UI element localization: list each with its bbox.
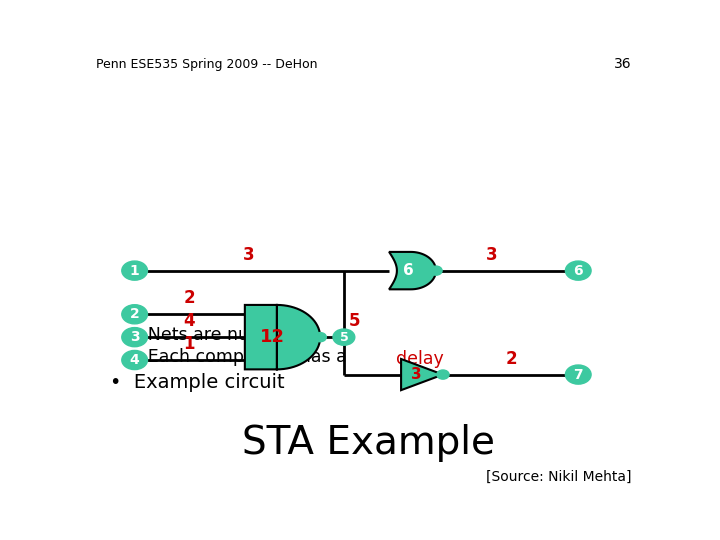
Text: 7: 7 (573, 368, 583, 382)
Text: 4: 4 (184, 312, 195, 330)
Text: •  Example circuit: • Example circuit (109, 373, 284, 393)
Text: 1: 1 (130, 264, 140, 278)
Text: 5: 5 (348, 312, 360, 329)
Circle shape (122, 305, 148, 324)
Circle shape (122, 261, 148, 280)
Text: 2: 2 (130, 307, 140, 321)
Text: 5: 5 (340, 330, 348, 343)
Text: [Source: Nikil Mehta]: [Source: Nikil Mehta] (486, 470, 631, 484)
Text: 1: 1 (184, 335, 195, 353)
Text: delay: delay (396, 350, 444, 368)
Text: 12: 12 (260, 328, 285, 346)
Text: 6: 6 (573, 264, 583, 278)
Circle shape (437, 370, 449, 379)
Text: –  Each component has a: – Each component has a (128, 348, 352, 366)
Circle shape (565, 261, 591, 280)
Text: 2: 2 (184, 289, 195, 307)
Circle shape (333, 329, 355, 345)
Text: 36: 36 (613, 57, 631, 71)
Polygon shape (245, 305, 320, 369)
Text: 6: 6 (403, 263, 414, 278)
Text: 3: 3 (243, 246, 255, 264)
Polygon shape (389, 252, 436, 289)
Circle shape (122, 350, 148, 369)
Circle shape (122, 328, 148, 347)
Text: 3: 3 (411, 367, 422, 382)
Text: 4: 4 (130, 353, 140, 367)
Text: Penn ESE535 Spring 2009 -- DeHon: Penn ESE535 Spring 2009 -- DeHon (96, 58, 317, 71)
Text: 2: 2 (505, 349, 517, 368)
Circle shape (314, 333, 326, 342)
Circle shape (565, 365, 591, 384)
Polygon shape (401, 359, 443, 390)
Text: –  Nets are numbered: – Nets are numbered (128, 326, 317, 344)
Text: 3: 3 (486, 246, 498, 264)
Text: STA Example: STA Example (243, 424, 495, 462)
Text: 3: 3 (130, 330, 140, 344)
Circle shape (430, 266, 442, 275)
